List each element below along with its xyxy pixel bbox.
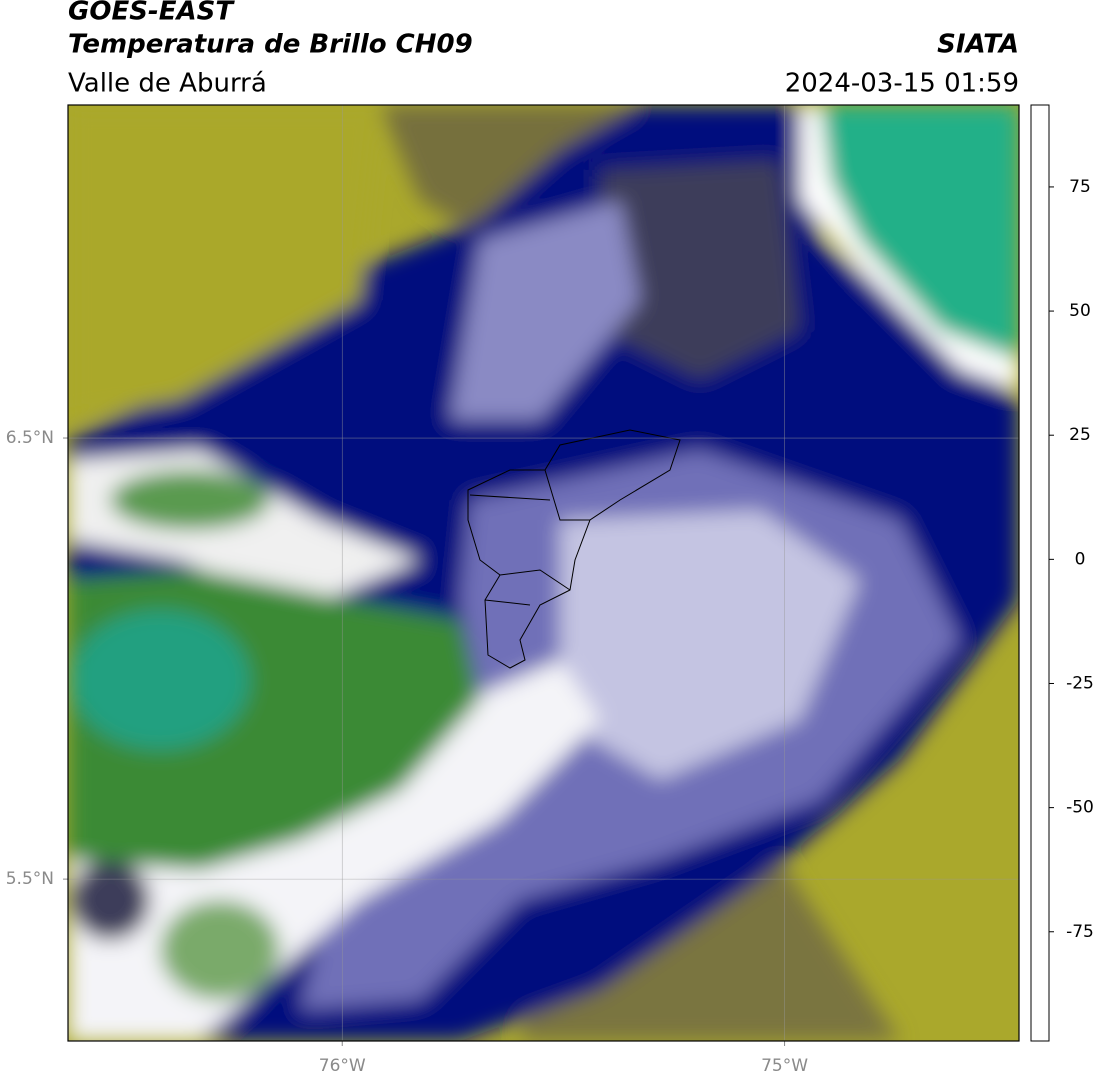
colorbar-tick-label: -50 [1066, 798, 1094, 818]
colorbar-tick-label: 75 [1069, 177, 1091, 197]
source: SIATA [937, 30, 1019, 60]
region: Valle de Aburrá [68, 69, 267, 99]
colorbar-tick-label: 25 [1069, 425, 1091, 445]
colorbar-tick-label: 50 [1069, 301, 1091, 321]
y-tick-label: 6.5°N [6, 428, 54, 448]
y-tick-label: 5.5°N [6, 869, 54, 889]
satellite-image [68, 105, 1019, 1041]
axes: 76°W 75°W 6.5°N 5.5°N [6, 105, 1019, 1076]
plot-frame [67, 104, 1020, 1042]
title: GOES-EAST [68, 0, 235, 27]
timestamp: 2024-03-15 01:59 [785, 69, 1019, 99]
colorbar-tick-label: -25 [1066, 673, 1094, 693]
colorbar-tick-label: 0 [1075, 549, 1086, 569]
colorbar-tick-label: -75 [1066, 922, 1094, 942]
x-tick-label: 75°W [761, 1056, 808, 1076]
municipal-boundaries [467, 429, 681, 669]
x-tick-label: 76°W [319, 1056, 366, 1076]
colorbar [1030, 104, 1050, 1042]
subtitle: Temperatura de Brillo CH09 [68, 30, 473, 60]
